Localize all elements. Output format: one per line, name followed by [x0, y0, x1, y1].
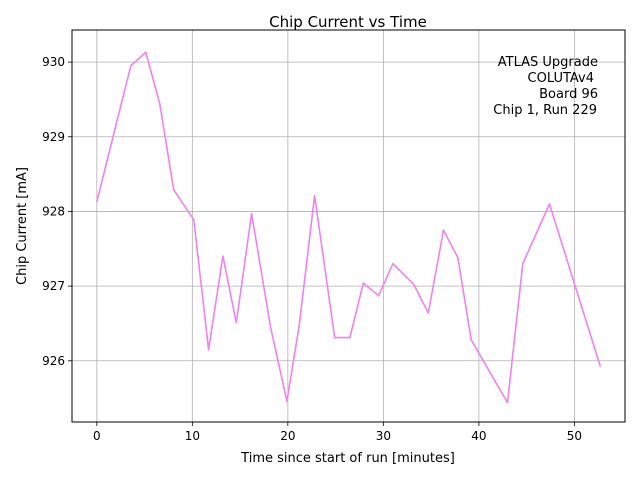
data-points [96, 51, 601, 404]
annotation-line: Chip 1, Run 229 [493, 103, 597, 118]
grid [72, 30, 625, 422]
data-point [457, 256, 459, 259]
data-point [172, 188, 175, 191]
data-point [250, 212, 253, 215]
y-axis-label: Chip Current [mA] [15, 167, 30, 285]
y-tick-label: 930 [42, 55, 65, 69]
data-point [377, 295, 380, 297]
annotation-line: Board 96 [539, 87, 598, 102]
data-point [413, 283, 415, 286]
x-tick-label: 0 [93, 429, 101, 443]
annotation-box: ATLAS Upgrade COLUTAv4 Board 96 Chip 1, … [493, 55, 598, 118]
data-point [145, 51, 147, 54]
y-tick-label: 926 [42, 354, 65, 368]
data-point [96, 200, 98, 203]
data-point [269, 327, 272, 329]
data-point [333, 336, 336, 339]
data-point [599, 365, 601, 367]
data-point [362, 282, 365, 284]
y-tick-label: 929 [42, 130, 65, 144]
data-point [298, 324, 301, 326]
x-axis-label: Time since start of run [minutes] [240, 451, 455, 466]
data-point [130, 65, 132, 67]
data-point [349, 336, 351, 339]
data-point [392, 262, 394, 265]
annotation-line: ATLAS Upgrade [498, 55, 598, 70]
plot-frame [71, 29, 626, 423]
x-axis-ticks: 0 10 20 30 40 50 [93, 422, 582, 443]
data-point [522, 262, 524, 265]
series-line-chip-current [96, 51, 601, 404]
data-point [506, 401, 509, 404]
y-tick-label: 927 [42, 279, 65, 293]
data-point [235, 321, 238, 324]
x-tick-label: 10 [185, 429, 200, 443]
x-tick-label: 20 [280, 429, 295, 443]
data-point [192, 218, 195, 221]
x-tick-label: 30 [376, 429, 391, 443]
data-point [427, 312, 430, 314]
x-tick-label: 50 [567, 429, 582, 443]
data-point [158, 103, 161, 105]
data-point [470, 339, 473, 341]
y-axis-ticks: 926 927 928 929 930 [42, 55, 72, 368]
data-point [286, 400, 288, 402]
data-point [313, 194, 316, 197]
y-tick-label: 928 [42, 204, 65, 218]
data-point [548, 203, 551, 205]
x-tick-label: 40 [471, 429, 486, 443]
annotation-line: COLUTAv4 [528, 71, 594, 86]
data-point [207, 348, 210, 351]
data-point [222, 255, 224, 258]
data-point [442, 229, 445, 231]
chart-title: Chip Current vs Time [269, 13, 427, 31]
